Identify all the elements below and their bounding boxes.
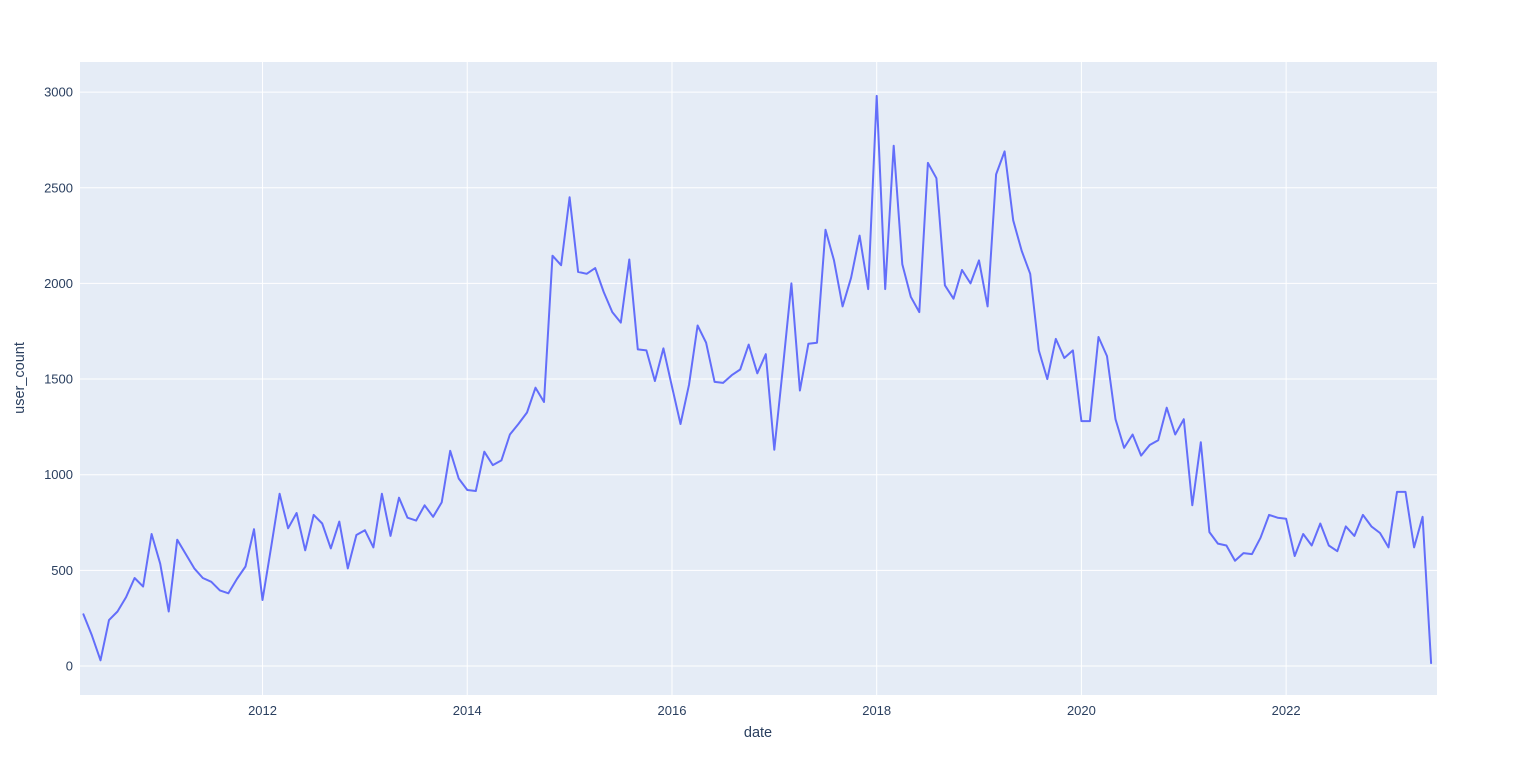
x-tick-label: 2020 — [1067, 703, 1096, 718]
x-tick-label: 2012 — [248, 703, 277, 718]
x-gridlines — [262, 62, 1287, 695]
y-tick-label: 2500 — [44, 180, 73, 195]
y-axis-tick-labels: 0 500 1000 1500 2000 2500 3000 — [44, 85, 73, 674]
y-tick-label: 1000 — [44, 467, 73, 482]
y-tick-label: 3000 — [44, 85, 73, 100]
x-tick-label: 2014 — [453, 703, 482, 718]
x-tick-label: 2018 — [862, 703, 891, 718]
x-axis-tick-labels: 2012 2014 2016 2018 2020 2022 — [248, 703, 1301, 718]
plot-area[interactable] — [80, 62, 1437, 695]
y-gridlines — [80, 91, 1437, 667]
user-count-line-series[interactable] — [82, 94, 1433, 665]
y-tick-label: 500 — [51, 563, 73, 578]
y-tick-label: 0 — [66, 659, 73, 674]
y-axis-title: user_count — [12, 342, 28, 414]
x-tick-label: 2022 — [1272, 703, 1301, 718]
x-axis-title: date — [744, 725, 772, 741]
y-tick-label: 1500 — [44, 372, 73, 387]
x-tick-label: 2016 — [658, 703, 687, 718]
y-tick-label: 2000 — [44, 276, 73, 291]
